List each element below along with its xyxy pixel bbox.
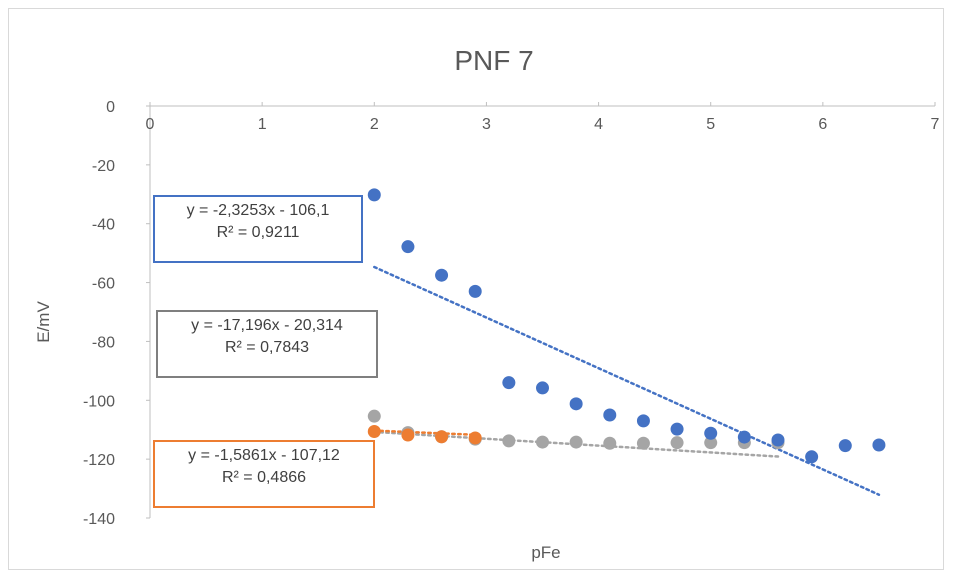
y-tick-label: -20 xyxy=(92,158,115,175)
trendline-equation: y = -2,3253x - 106,1 xyxy=(186,202,330,219)
y-tick-label: -140 xyxy=(83,511,115,528)
scatter-chart: PNF 7 0 1 2 3 4 5 6 70-20-40-60-80-100-120-140 … xyxy=(34,45,940,562)
y-tick-label: -40 xyxy=(92,217,115,234)
x-tick-label: 1 xyxy=(258,116,267,133)
data-point xyxy=(401,240,415,254)
y-tick-label: -120 xyxy=(83,452,115,469)
x-tick-label: 2 xyxy=(370,116,379,133)
data-point xyxy=(569,435,583,449)
data-point xyxy=(737,430,751,444)
trendline xyxy=(373,429,477,437)
data-point xyxy=(603,436,617,450)
data-point xyxy=(502,434,516,448)
trendline xyxy=(373,265,881,496)
y-axis-label: E/mV xyxy=(34,301,53,343)
data-point xyxy=(468,431,482,445)
trendline-equation: y = -1,5861x - 107,12 xyxy=(188,447,340,464)
x-tick-label: 4 xyxy=(594,116,603,133)
trendline-r-squared: R² = 0,7843 xyxy=(224,339,310,356)
data-point xyxy=(805,450,819,464)
data-point xyxy=(367,424,381,438)
data-point xyxy=(670,422,684,436)
trendline-r-squared: R² = 0,9211 xyxy=(216,224,300,241)
data-point xyxy=(536,435,549,449)
data-point xyxy=(367,409,381,423)
x-tick-label: 7 xyxy=(931,116,940,133)
x-tick-label: 0 xyxy=(146,116,155,133)
data-point xyxy=(367,188,381,202)
x-axis-label: pFe xyxy=(531,543,560,562)
data-point xyxy=(670,436,684,450)
data-point xyxy=(401,428,415,442)
data-point xyxy=(838,439,852,453)
data-point xyxy=(603,408,617,422)
data-point xyxy=(636,414,650,428)
trendline-equation-blue-box: y = -2,3253x - 106,1 R² = 0,9211 xyxy=(153,195,363,263)
data-point xyxy=(536,381,549,395)
trendline-equation-gray-box: y = -17,196x - 20,314 R² = 0,7843 xyxy=(156,310,378,378)
data-point xyxy=(569,397,583,411)
x-tick-label: 6 xyxy=(818,116,827,133)
trendline-equation-orange-box: y = -1,5861x - 107,12 R² = 0,4866 xyxy=(153,440,375,508)
data-point xyxy=(704,426,718,440)
data-point xyxy=(435,268,449,282)
data-point xyxy=(435,430,449,444)
x-tick-label: 5 xyxy=(706,116,715,133)
data-point xyxy=(636,436,650,450)
data-point xyxy=(771,433,785,447)
trendline-r-squared: R² = 0,4866 xyxy=(221,469,307,486)
trendline-equation: y = -17,196x - 20,314 xyxy=(191,317,343,334)
y-tick-label: -80 xyxy=(92,334,115,351)
x-tick-label: 3 xyxy=(482,116,491,133)
data-point xyxy=(468,284,482,298)
chart-area: PNF 7 0 1 2 3 4 5 6 7 0 -20 -40 -60 -80 -100 -120 -140 … xyxy=(8,8,944,570)
chart-title: PNF 7 xyxy=(454,45,533,76)
data-point xyxy=(872,438,886,452)
y-tick-label: 0 xyxy=(106,99,115,116)
y-tick-label: -60 xyxy=(92,276,115,293)
data-point xyxy=(704,436,718,450)
y-tick-label: -100 xyxy=(83,393,115,410)
data-point xyxy=(502,376,516,390)
